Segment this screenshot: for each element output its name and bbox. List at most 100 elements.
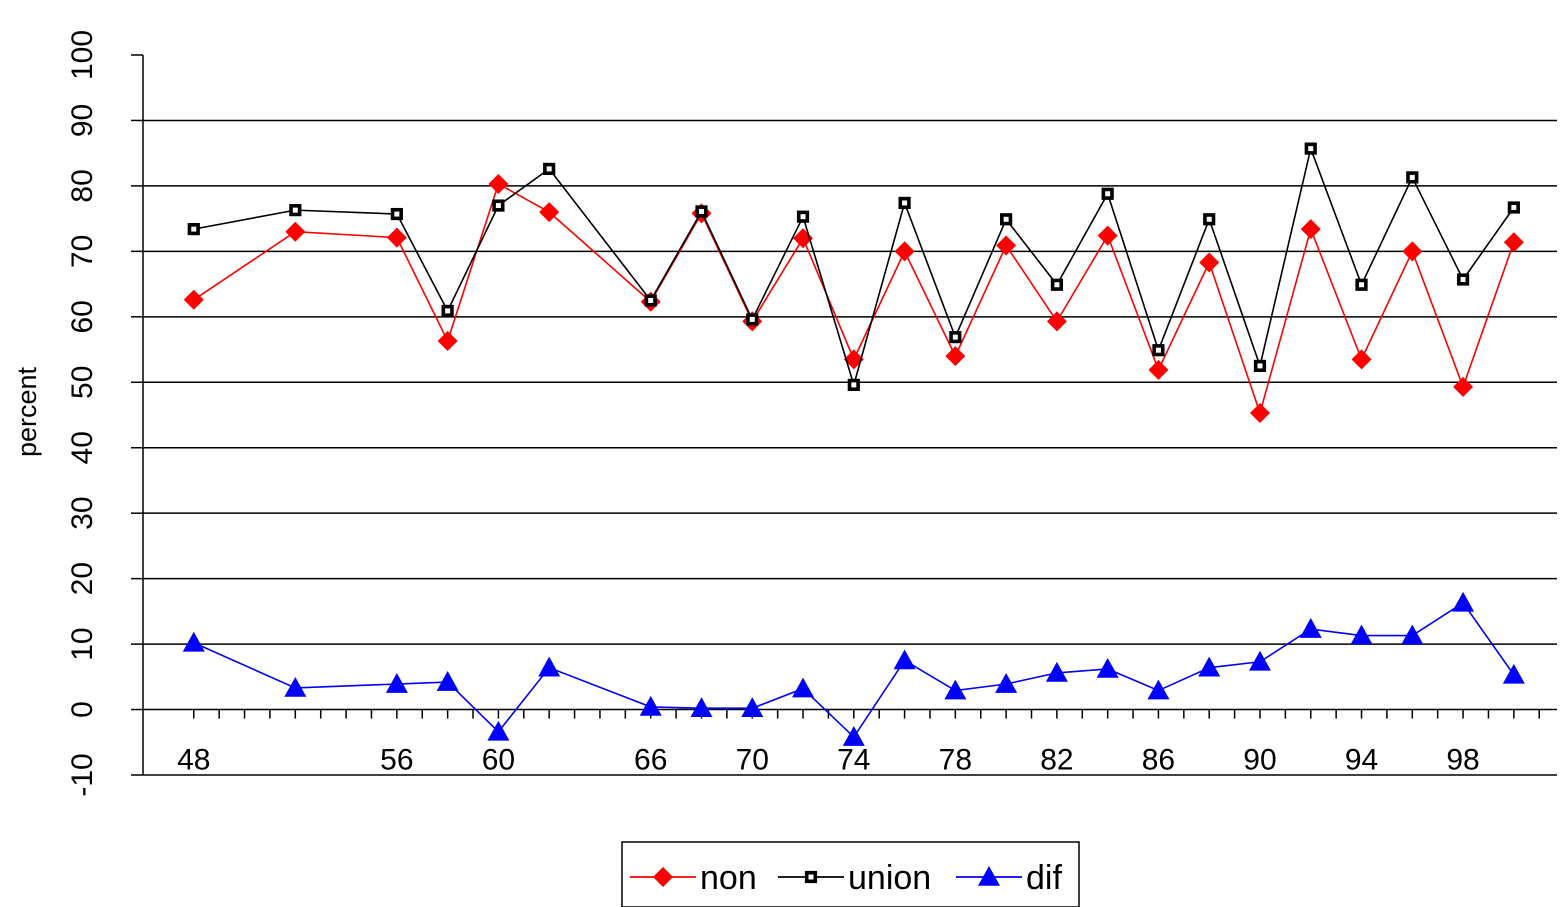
y-tick-label: 0: [66, 701, 99, 718]
legend-item-union: union: [778, 859, 931, 897]
data-point-union-inner: [1257, 363, 1263, 369]
x-axis: 48 56 60 66 70 74 78 82 86 90 94 98: [177, 709, 1540, 777]
data-point-non: [1351, 349, 1372, 370]
y-tick-label: 20: [66, 562, 99, 595]
x-tick-label: 98: [1446, 744, 1479, 777]
series-line-non: [193, 182, 1515, 416]
data-point-dif: [639, 695, 662, 716]
x-tick-label: 94: [1345, 744, 1378, 777]
data-point-non: [894, 241, 915, 262]
data-point-non: [285, 221, 306, 242]
data-point-union-inner: [1460, 277, 1466, 283]
y-tick-label: 50: [66, 366, 99, 399]
data-point-dif: [385, 673, 408, 693]
legend-box: [621, 841, 1080, 907]
data-point-union-inner: [1054, 282, 1060, 288]
gridlines: [143, 119, 1557, 776]
data-point-union-inner: [1511, 205, 1517, 211]
data-point-dif: [182, 631, 205, 652]
data-point-non: [1453, 376, 1474, 397]
data-point-union-inner: [952, 334, 958, 340]
y-tick-label: 30: [66, 496, 99, 529]
x-tick-label: 82: [1040, 744, 1073, 777]
data-point-non: [945, 346, 966, 367]
data-point-union-inner: [800, 214, 806, 220]
legend-label-non: non: [700, 859, 757, 897]
y-tick-label: 60: [66, 300, 99, 333]
data-point-dif: [893, 649, 916, 670]
data-point-dif: [1198, 656, 1221, 677]
data-point-union-inner: [648, 297, 654, 303]
legend-marker-non: [653, 867, 673, 887]
data-point-non: [1097, 225, 1118, 246]
data-point-dif: [1147, 679, 1170, 700]
legend-label-dif: dif: [1026, 859, 1062, 897]
data-point-dif: [538, 656, 561, 677]
data-point-non: [1402, 241, 1423, 262]
data-point-dif: [944, 679, 967, 700]
x-tick-label: 66: [634, 744, 667, 777]
data-point-non: [539, 202, 560, 223]
data-point-dif: [792, 677, 815, 698]
y-tick-label: 100: [66, 30, 99, 80]
data-point-union-inner: [292, 207, 298, 213]
y-axis-title: percent: [12, 366, 42, 457]
data-point-union-inner: [1359, 282, 1365, 288]
legend-marker-dif: [978, 866, 1000, 886]
data-point-non: [488, 173, 509, 194]
data-point-non: [437, 331, 458, 352]
y-tick-label: 70: [66, 235, 99, 268]
legend-marker-union-inner: [808, 874, 814, 880]
data-point-union-inner: [546, 166, 552, 172]
data-point-dif: [995, 673, 1018, 693]
data-point-dif: [1452, 591, 1475, 612]
data-point-non: [1148, 359, 1169, 380]
data-point-dif: [436, 671, 459, 691]
data-point-dif: [690, 697, 713, 718]
data-point-union-inner: [902, 200, 908, 206]
legend-item-non: non: [630, 859, 757, 897]
data-point-dif: [842, 726, 865, 746]
data-point-non: [386, 227, 407, 248]
series-non: [183, 173, 1524, 424]
data-point-union-inner: [1105, 191, 1111, 197]
series-line-union: [193, 145, 1515, 388]
y-axis: -10 0 10 20 30 40 50 60 70 80 90 100: [66, 30, 144, 797]
x-tick-label: 90: [1243, 744, 1276, 777]
y-tick-label: 90: [66, 104, 99, 137]
data-point-union-inner: [698, 208, 704, 214]
data-point-union-inner: [394, 211, 400, 217]
data-point-non: [1046, 311, 1067, 332]
data-point-union-inner: [445, 308, 451, 314]
series-line-dif: [193, 601, 1515, 739]
y-tick-label: 10: [66, 627, 99, 660]
data-point-dif: [1502, 663, 1525, 684]
y-tick-label: 80: [66, 169, 99, 202]
data-point-dif: [1045, 661, 1068, 682]
data-point-non: [183, 289, 204, 310]
x-tick-label: 60: [482, 744, 515, 777]
x-tick-label: 78: [939, 744, 972, 777]
data-point-union-inner: [1206, 216, 1212, 222]
data-point-dif: [487, 720, 510, 741]
data-point-union-inner: [191, 226, 197, 232]
data-point-dif: [284, 676, 307, 697]
series-union: [187, 142, 1520, 391]
data-point-non: [1199, 252, 1220, 273]
data-point-non: [996, 235, 1017, 256]
data-point-dif: [1350, 624, 1373, 645]
data-point-union-inner: [1409, 174, 1415, 180]
data-point-union-inner: [851, 382, 857, 388]
data-point-union-inner: [495, 203, 501, 209]
legend-label-union: union: [848, 859, 931, 897]
data-point-non: [1249, 403, 1270, 424]
data-point-union-inner: [1155, 347, 1161, 353]
data-point-union-inner: [1003, 216, 1009, 222]
series-layer: [182, 142, 1525, 746]
data-point-union-inner: [1308, 146, 1314, 152]
data-point-non: [1503, 232, 1524, 253]
y-tick-label: 40: [66, 431, 99, 464]
data-point-dif: [1299, 618, 1322, 638]
data-point-dif: [1401, 624, 1424, 645]
